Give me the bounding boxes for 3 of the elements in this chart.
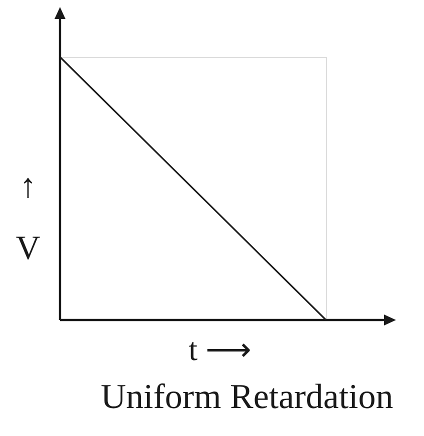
x-axis-title: t ⟶ — [188, 331, 252, 367]
y-axis-title: ↑ V — [16, 168, 41, 267]
text: Uniform Retardation — [100, 377, 394, 416]
